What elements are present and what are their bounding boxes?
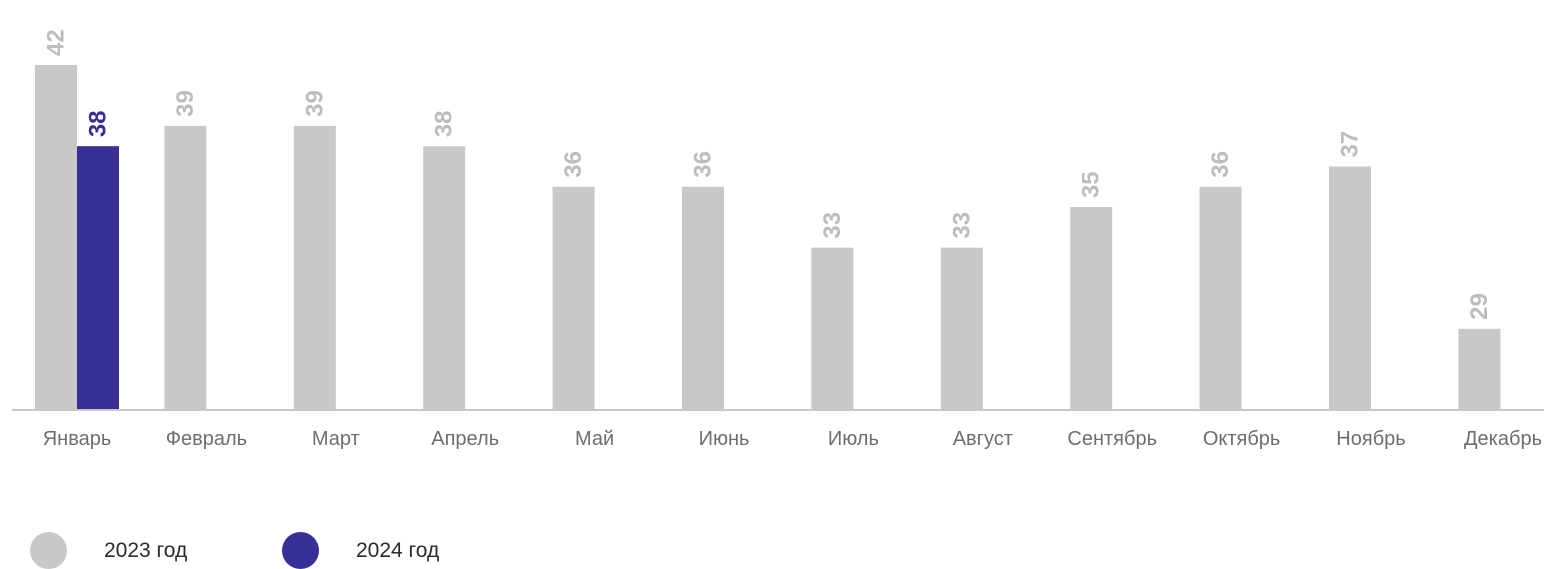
value-label-2023-2: 39 [301,90,328,117]
bar-chart: 42 38 39 39 38 36 36 33 33 35 36 37 29 Январь Февраль… [12,29,1544,450]
category-label-4: Май [575,428,614,450]
category-label-0: Январь [43,428,112,450]
bar-2023-10 [1329,166,1371,410]
bar-2023-7 [940,247,983,410]
value-label-2023-5: 36 [690,151,717,178]
category-label-5: Июнь [699,428,750,450]
legend-swatch-2023 [30,532,67,569]
bar-2023-5 [682,186,724,410]
value-label-2024-0: 38 [85,110,112,137]
legend-label-2023: 2023 год [104,538,188,562]
value-label-2023-7: 33 [948,212,975,239]
value-label-2023-0: 42 [43,29,70,56]
legend-swatch-2024 [282,532,319,569]
bar-2023-9 [1199,186,1242,410]
bars-group [35,65,1501,411]
category-label-11: Декабрь [1464,428,1542,450]
bar-2023-6 [811,247,854,410]
legend-item-2024: 2024 год [282,532,439,569]
bar-2023-3 [423,146,466,411]
category-label-8: Сентябрь [1067,428,1157,450]
bar-2023-2 [293,125,336,410]
value-labels-group: 42 38 39 39 38 36 36 33 33 35 36 37 29 [43,29,1493,320]
value-label-2023-9: 36 [1207,151,1234,178]
value-label-2023-1: 39 [172,90,199,117]
value-label-2023-10: 37 [1337,131,1364,158]
category-label-9: Октябрь [1203,428,1281,450]
legend-label-2024: 2024 год [356,538,440,562]
bar-2023-11 [1458,328,1501,410]
category-label-3: Апрель [431,428,499,450]
bar-2023-0 [35,65,77,410]
bar-2023-8 [1070,207,1113,410]
value-label-2023-3: 38 [431,110,458,137]
value-label-2023-6: 33 [819,212,846,239]
value-label-2023-8: 35 [1078,171,1105,198]
value-label-2023-4: 36 [560,151,587,178]
bar-2023-4 [552,186,595,410]
category-labels-group: Январь Февраль Март Апрель Май Июнь Июль Август… [43,428,1542,450]
category-label-6: Июль [828,428,879,450]
bar-2023-1 [164,125,207,410]
category-label-2: Март [312,428,360,450]
category-label-10: Ноябрь [1336,428,1405,450]
value-label-2023-11: 29 [1466,293,1493,320]
category-label-1: Февраль [166,428,247,450]
legend-item-2023: 2023 год [30,532,187,569]
bar-2024-0 [77,146,119,411]
category-label-7: Август [953,428,1013,450]
